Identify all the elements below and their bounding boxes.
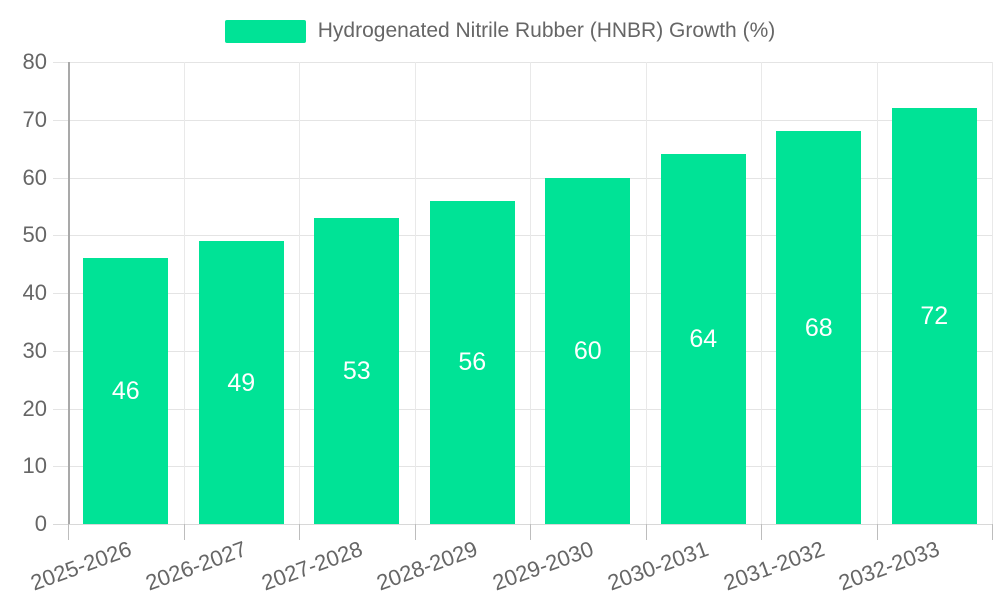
bar-value-label: 60 bbox=[573, 336, 602, 365]
plot-area: 46 49 53 56 60 64 68 72 bbox=[53, 62, 993, 540]
x-axis-tick bbox=[299, 524, 300, 540]
gridline-y-0 bbox=[53, 524, 992, 525]
bar-2026-2027[interactable] bbox=[198, 241, 284, 524]
y-axis-label: 30 bbox=[22, 337, 47, 363]
gridline-y-40 bbox=[53, 293, 992, 294]
gridline-x-6 bbox=[761, 62, 762, 524]
gridline-x-7 bbox=[876, 62, 878, 524]
legend-marker bbox=[224, 19, 306, 43]
bar-value-label: 72 bbox=[920, 302, 949, 331]
x-axis-tick bbox=[530, 524, 531, 540]
bar-value-label: 46 bbox=[111, 377, 140, 406]
bar-2028-2029[interactable] bbox=[429, 200, 515, 524]
bar-2025-2026[interactable] bbox=[83, 258, 169, 524]
bar-value-label: 53 bbox=[342, 356, 371, 385]
x-axis-label-2031-2032: 2031-2032 bbox=[719, 536, 828, 596]
x-axis-tick bbox=[645, 524, 647, 540]
y-axis-label: 0 bbox=[34, 511, 47, 536]
x-axis-tick bbox=[992, 524, 993, 540]
gridline-x-2 bbox=[299, 62, 300, 524]
x-axis-label-2025-2026: 2025-2026 bbox=[26, 536, 135, 596]
gridline-y-20 bbox=[53, 408, 992, 410]
gridline-x-5 bbox=[645, 62, 647, 524]
x-axis-tick bbox=[183, 524, 185, 540]
x-axis-tick bbox=[414, 524, 416, 540]
bar-value-label: 64 bbox=[689, 325, 718, 354]
x-axis-label-2030-2031: 2030-2031 bbox=[604, 536, 712, 596]
bar-value-label: 68 bbox=[804, 313, 833, 342]
y-axis-label: 20 bbox=[22, 395, 47, 421]
gridline-x-4 bbox=[530, 62, 531, 524]
gridline-y-30 bbox=[53, 350, 992, 352]
x-axis-label-2028-2029: 2028-2029 bbox=[373, 536, 481, 596]
x-axis-label-2027-2028: 2027-2028 bbox=[257, 536, 366, 596]
y-axis-line bbox=[68, 62, 70, 524]
bar-2032-2033[interactable] bbox=[891, 108, 977, 524]
bar-2030-2031[interactable] bbox=[660, 154, 746, 524]
legend-item[interactable]: Hydrogenated Nitrile Rubber (HNBR) Growt… bbox=[224, 19, 776, 43]
y-axis-label: 70 bbox=[22, 106, 47, 132]
legend: Hydrogenated Nitrile Rubber (HNBR) Growt… bbox=[0, 19, 1000, 43]
bar-value-label: 56 bbox=[458, 348, 487, 377]
y-axis-label: 40 bbox=[22, 280, 47, 305]
gridline-x-3 bbox=[414, 62, 416, 524]
gridline-y-10 bbox=[53, 466, 992, 468]
x-axis-tick bbox=[876, 524, 878, 540]
gridline-x-8 bbox=[992, 62, 993, 524]
x-axis-tick bbox=[761, 524, 762, 540]
x-axis-label-2032-2033: 2032-2033 bbox=[835, 536, 943, 596]
gridline-y-60 bbox=[53, 177, 992, 179]
gridline-y-80 bbox=[53, 62, 992, 63]
gridline-y-50 bbox=[53, 235, 992, 237]
y-axis-label: 60 bbox=[22, 164, 47, 190]
gridline-y-70 bbox=[53, 119, 992, 121]
bar-value-label: 49 bbox=[227, 368, 256, 397]
bar-2031-2032[interactable] bbox=[776, 131, 862, 524]
x-axis-tick bbox=[68, 524, 69, 540]
y-axis-label: 50 bbox=[22, 222, 47, 248]
gridline-x-1 bbox=[183, 62, 185, 524]
legend-label: Hydrogenated Nitrile Rubber (HNBR) Growt… bbox=[317, 19, 776, 42]
y-axis-label: 80 bbox=[22, 49, 47, 74]
bar-2029-2030[interactable] bbox=[545, 177, 631, 524]
bar-2027-2028[interactable] bbox=[314, 217, 400, 524]
x-axis-label-2026-2027: 2026-2027 bbox=[142, 536, 250, 596]
y-axis-label: 10 bbox=[22, 453, 47, 479]
x-axis-label-2029-2030: 2029-2030 bbox=[488, 536, 597, 596]
